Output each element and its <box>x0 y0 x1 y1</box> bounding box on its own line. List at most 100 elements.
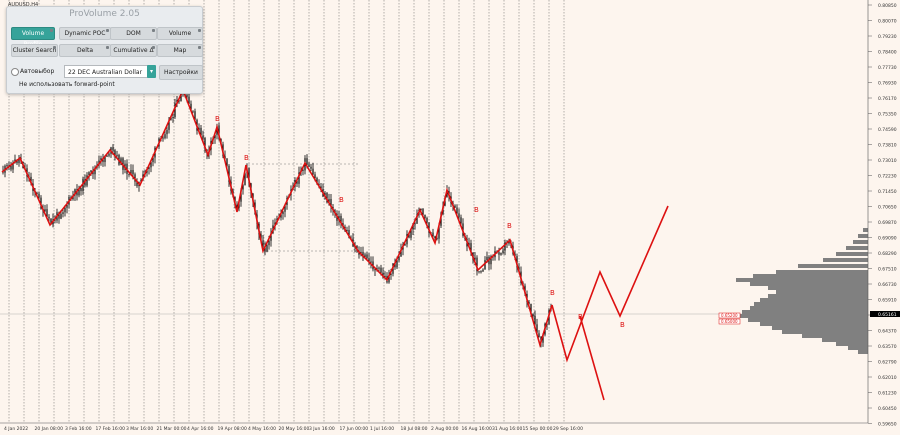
profile-bar <box>822 338 868 342</box>
date-axis: 4 Jan 2022 20 Jan 08:00 3 Feb 16:00 17 Feb … <box>0 422 868 432</box>
wave-label: B <box>474 206 479 214</box>
profile-bar <box>760 298 868 302</box>
gear-icon <box>106 46 109 49</box>
instrument-select[interactable]: 22 DEC Australian Dollar <box>64 65 148 78</box>
price-tag-box <box>718 318 741 325</box>
candle-body <box>508 241 510 244</box>
profile-bar <box>846 246 868 250</box>
volume-button[interactable]: Volume <box>157 27 203 40</box>
date-tick-label: 21 Mar 00:00 <box>157 426 187 432</box>
candle-body <box>486 256 488 261</box>
gear-icon <box>198 29 201 32</box>
profile-bar <box>740 314 868 318</box>
settings-button[interactable]: Настройки <box>159 65 203 80</box>
delta-button[interactable]: Delta <box>59 44 111 57</box>
price-tick-label: 0.62790 <box>878 360 897 366</box>
profile-bar <box>750 282 868 286</box>
volume-profile-button[interactable]: Volume Profile <box>11 27 55 48</box>
profile-bar <box>802 334 868 338</box>
dom-button[interactable]: DOM <box>110 27 157 40</box>
date-tick-label: 29 Sep 16:00 <box>553 426 583 432</box>
candle-body <box>416 214 418 224</box>
profile-bar <box>776 290 868 294</box>
profile-bar <box>753 274 868 278</box>
symbol-label: AUDUSD,H4 <box>8 2 39 8</box>
map-button[interactable]: Map <box>157 44 203 57</box>
price-tick-label: 0.72230 <box>878 174 897 180</box>
candle-body <box>474 257 476 260</box>
candle-body <box>408 234 410 238</box>
profile-bar <box>772 326 868 330</box>
gear-icon <box>152 46 155 49</box>
candle-body <box>60 213 62 219</box>
dynamic-poc-button[interactable]: Dynamic POC <box>59 27 111 40</box>
candle-body <box>188 96 190 104</box>
auto-select-radio[interactable] <box>11 68 19 76</box>
candle-body <box>446 191 448 197</box>
candle-body <box>166 129 168 135</box>
candle-body <box>380 267 382 273</box>
price-tick-label: 0.70650 <box>878 205 897 211</box>
price-tick-label: 0.74590 <box>878 127 897 133</box>
gear-icon <box>198 46 201 49</box>
date-tick-label: 18 Jul 08:00 <box>401 426 428 432</box>
cumulative-delta-button[interactable]: Cumulative Δ <box>110 44 157 57</box>
candle-body <box>62 212 64 214</box>
cluster-search-button[interactable]: Cluster Search <box>11 44 58 57</box>
candle-body <box>482 269 484 272</box>
candle-body <box>10 164 12 170</box>
price-tag-label: 0.65200 <box>721 313 738 318</box>
candle-body <box>50 218 52 225</box>
candle-body <box>536 324 538 334</box>
candle-body <box>132 170 134 175</box>
candle-body <box>164 134 166 139</box>
date-tick-label: 15 Sep 00:00 <box>523 426 553 432</box>
candle-body <box>498 252 500 255</box>
gear-icon <box>152 29 155 32</box>
chevron-down-icon[interactable]: ▾ <box>147 65 156 78</box>
candle-body <box>346 230 348 232</box>
profile-bar <box>736 278 868 282</box>
candle-body <box>388 274 390 283</box>
candle-body <box>282 211 284 215</box>
candle-body <box>114 150 116 155</box>
candle-body <box>400 249 402 257</box>
candle-body <box>432 232 434 237</box>
candle-body <box>330 199 332 208</box>
candle-body <box>404 244 406 246</box>
candle-body <box>104 156 106 163</box>
candle-body <box>106 155 108 157</box>
candle-body <box>236 204 238 208</box>
candle-body <box>80 187 82 192</box>
panel-title: ProVolume 2.05 <box>69 9 140 19</box>
candle-body <box>64 207 66 213</box>
candle-body <box>328 199 330 203</box>
candle-body <box>370 261 372 263</box>
candle-body <box>172 117 174 119</box>
candle-body <box>436 238 438 240</box>
candle-body <box>364 254 366 258</box>
auto-select-label: Автовыбор <box>20 68 55 75</box>
candle-body <box>534 315 536 325</box>
candle-body <box>242 185 244 190</box>
price-tick-label: 0.62010 <box>878 375 897 381</box>
price-tick-label: 0.71450 <box>878 189 897 195</box>
date-tick-label: 31 Aug 16:00 <box>492 426 522 432</box>
profile-bar <box>863 228 868 232</box>
price-tick-label: 0.63570 <box>878 344 897 350</box>
candle-body <box>270 232 272 241</box>
candle-body <box>226 158 228 166</box>
current-price-label: 0.65161 <box>878 312 897 318</box>
profile-bar <box>768 286 868 290</box>
date-tick-label: 1 Jul 16:00 <box>370 426 394 432</box>
candle-body <box>326 193 328 203</box>
wave-projection-branch <box>579 315 605 401</box>
candle-body <box>266 245 268 252</box>
profile-bar <box>836 252 868 256</box>
candle-body <box>90 170 92 173</box>
candle-body <box>426 217 428 223</box>
candle-body <box>504 242 506 251</box>
date-tick-label: 20 Jan 08:00 <box>35 426 64 432</box>
